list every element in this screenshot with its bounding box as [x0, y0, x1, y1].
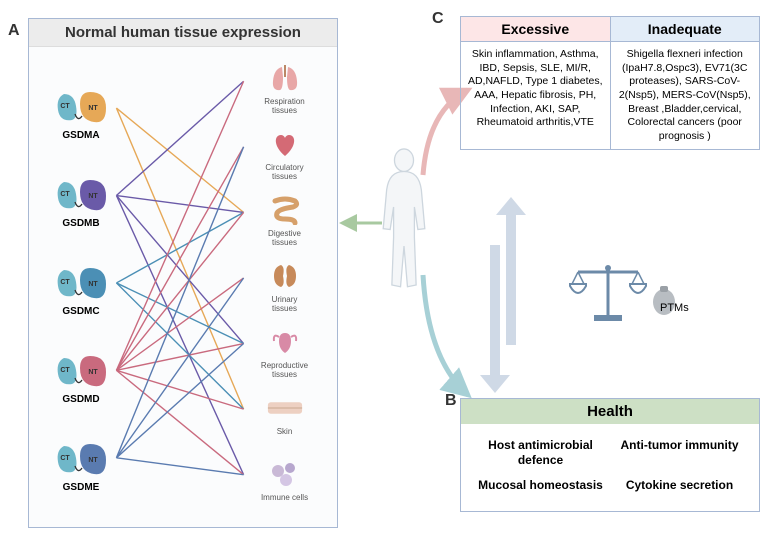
tissue-item: Respirationtissues: [242, 59, 327, 116]
tissue-item: Immune cells: [242, 455, 327, 503]
panel-b-health: Health Host antimicrobial defence Anti-t…: [460, 398, 760, 512]
gsdm-protein: CT NT GSDMB: [41, 172, 121, 229]
svg-text:NT: NT: [88, 281, 98, 288]
panel-label-b: B: [445, 392, 457, 410]
inadequate-header: Inadequate: [611, 17, 760, 41]
ptms-label: PTMs: [660, 302, 689, 314]
heart-icon: [266, 125, 304, 163]
excessive-header: Excessive: [461, 17, 611, 41]
uterus-icon: [266, 323, 304, 361]
inadequate-body: Shigella flexneri infection (IpaH7.8,Osp…: [611, 42, 760, 149]
svg-text:CT: CT: [60, 367, 70, 374]
svg-text:NT: NT: [88, 193, 98, 200]
svg-text:CT: CT: [60, 455, 70, 462]
intestine-icon: [266, 191, 304, 229]
panel-a-expression: Normal human tissue expression CT NT GSD…: [28, 18, 338, 528]
tissue-item: Reproductivetissues: [242, 323, 327, 380]
svg-text:CT: CT: [60, 279, 70, 286]
health-cell: Mucosal homeostasis: [475, 478, 606, 493]
skin-icon: [266, 389, 304, 427]
cells-icon: [266, 455, 304, 493]
svg-text:CT: CT: [60, 191, 70, 198]
bidirectional-arrows-icon: [472, 195, 532, 395]
tissue-item: Urinarytissues: [242, 257, 327, 314]
balance-scale-icon: [545, 260, 695, 335]
gsdm-protein: CT NT GSDMA: [41, 84, 121, 141]
tissue-item: Skin: [242, 389, 327, 437]
gsdm-column: CT NT GSDMA CT NT GSDMB CT NT GSDMC CT N…: [41, 64, 121, 514]
excessive-body: Skin inflammation, Asthma, IBD, Sepsis, …: [461, 42, 611, 149]
panel-b-grid: Host antimicrobial defence Anti-tumor im…: [461, 424, 759, 511]
human-figure-icon: [378, 145, 430, 295]
gsdm-protein: CT NT GSDMD: [41, 348, 121, 405]
panel-b-title: Health: [461, 399, 759, 424]
gsdm-protein: CT NT GSDME: [41, 436, 121, 493]
panel-c-header: Excessive Inadequate: [461, 17, 759, 41]
tissue-item: Digestivetissues: [242, 191, 327, 248]
panel-a-title: Normal human tissue expression: [29, 19, 337, 47]
tissue-item: Circulatorytissues: [242, 125, 327, 182]
panel-label-c: C: [432, 10, 444, 28]
panel-c-excessive-inadequate: Excessive Inadequate Skin inflammation, …: [460, 16, 760, 150]
kidney-icon: [266, 257, 304, 295]
lungs-icon: [266, 59, 304, 97]
svg-text:NT: NT: [88, 105, 98, 112]
svg-text:CT: CT: [60, 103, 70, 110]
health-cell: Cytokine secretion: [614, 478, 745, 493]
health-cell: Anti-tumor immunity: [614, 438, 745, 468]
tissue-column: Respirationtissues Circulatorytissues Di…: [242, 57, 327, 519]
gsdm-protein: CT NT GSDMC: [41, 260, 121, 317]
svg-text:NT: NT: [88, 457, 98, 464]
panel-label-a: A: [8, 22, 20, 40]
panel-c-body: Skin inflammation, Asthma, IBD, Sepsis, …: [461, 41, 759, 149]
svg-text:NT: NT: [88, 369, 98, 376]
health-cell: Host antimicrobial defence: [475, 438, 606, 468]
